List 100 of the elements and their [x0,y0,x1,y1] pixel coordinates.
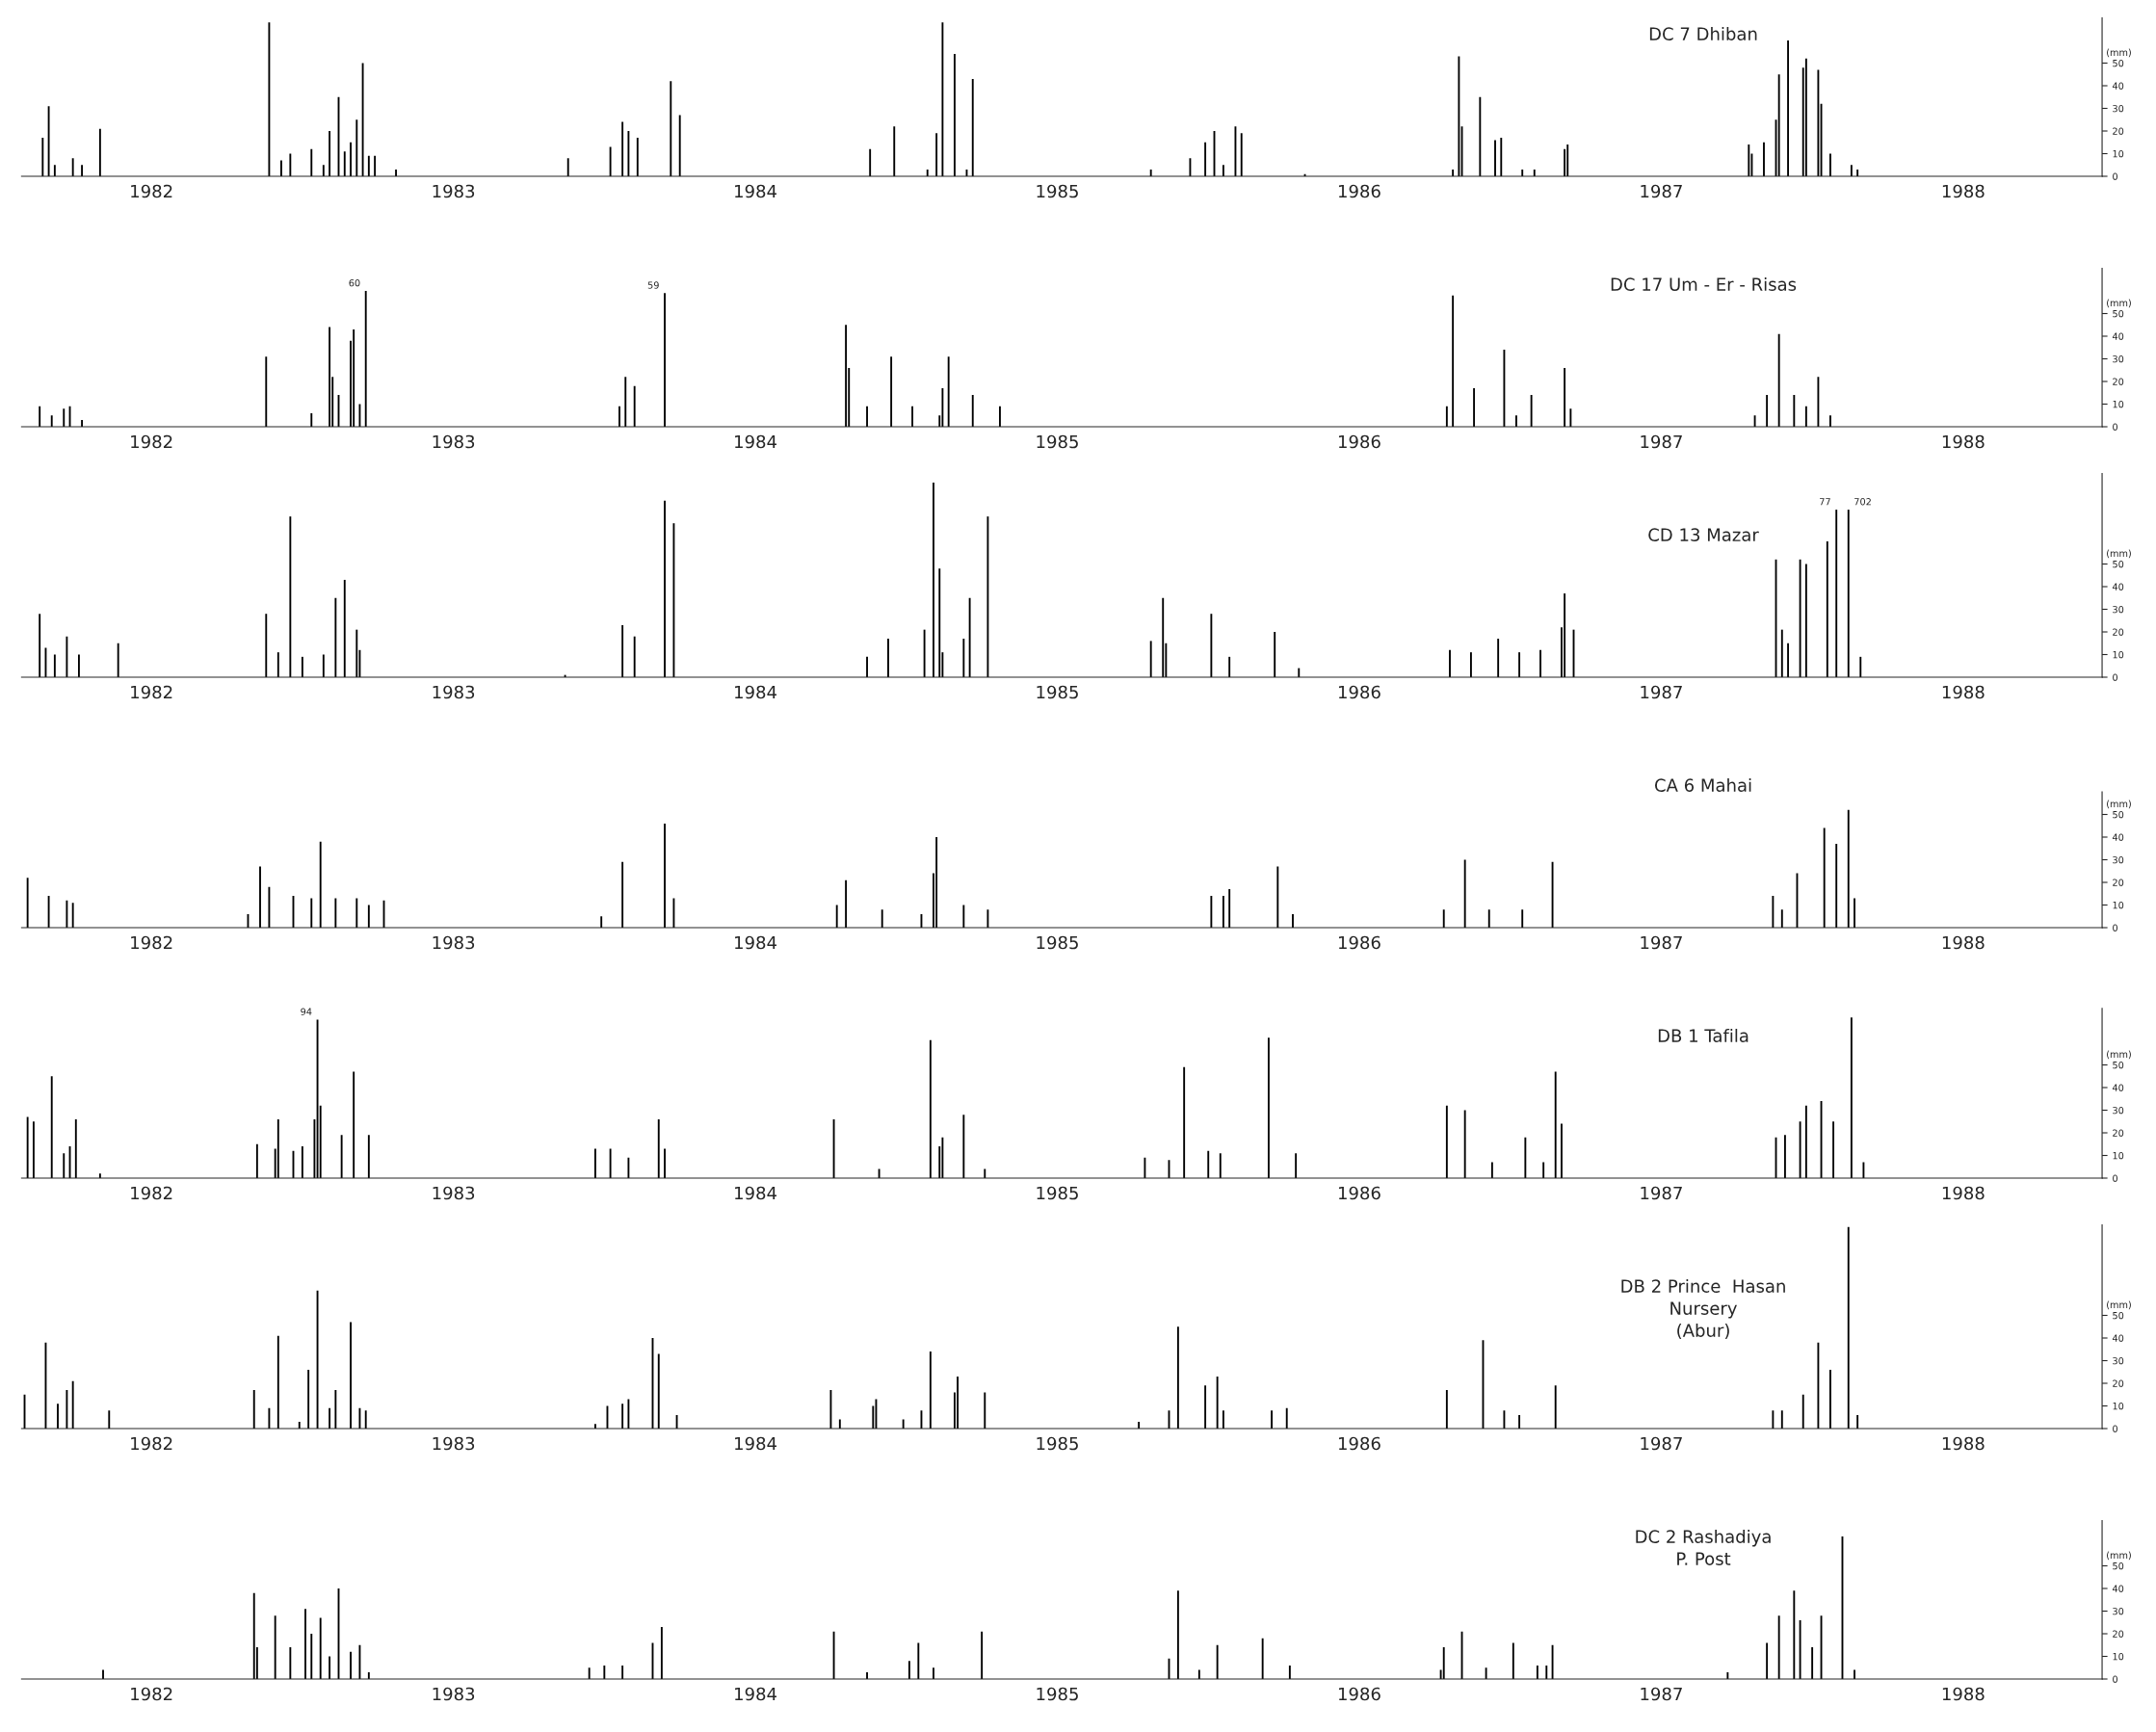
y-tick-label: 0 [2113,1174,2118,1182]
y-tick-label: 40 [2112,1585,2124,1592]
annotation: 702 [1854,498,1871,506]
text: DC 2 Rashadiya P. Post [1636,1530,1771,1565]
y-tick-label: 50 [2113,309,2124,318]
chart-title: CA 6 Mahai [1654,778,1751,792]
x-tick-label: 1987 [1641,1687,1682,1701]
y-tick-label: 0 [2113,172,2118,180]
y-tick-label: 10 [2113,1151,2124,1160]
x-tick-label: 1987 [1641,1436,1682,1451]
y-tick-label: 20 [2113,879,2124,886]
y-tick-label: 50 [2113,1061,2124,1069]
y-tick-label: 10 [2113,400,2124,408]
x-tick-label: 1988 [1942,935,1985,950]
text: DB 2 Prince Hasan Nursery (Abur) [1621,1279,1785,1340]
x-tick-label: 1987 [1641,434,1682,449]
y-tick-label: 30 [2113,1106,2124,1115]
y-tick-label: 10 [2113,1652,2124,1661]
x-tick-label: 1985 [1037,434,1078,449]
y-tick-label: 0 [2113,924,2118,932]
x-tick-label: 1987 [1641,184,1682,198]
x-tick-label: 1984 [735,1436,777,1451]
y-tick-label: 30 [2113,1356,2124,1365]
x-tick-label: 1985 [1037,1436,1078,1451]
x-tick-label: 1987 [1641,1186,1682,1200]
x-tick-label: 1988 [1942,1186,1985,1200]
x-tick-label: 1988 [1942,1687,1985,1701]
x-tick-label: 1988 [1942,184,1985,198]
x-tick-label: 1985 [1037,1687,1078,1701]
chart-title: DC 7 Dhiban [1649,27,1757,40]
y-tick-label: 0 [2113,423,2118,431]
y-tick-label: 10 [2113,901,2124,909]
y-tick-label: 30 [2113,354,2124,363]
x-tick-label: 1984 [735,935,777,950]
x-tick-label: 1983 [433,685,475,699]
x-tick-label: 1983 [433,935,475,950]
x-tick-label: 1985 [1037,1186,1078,1200]
y-axis-title: (mm) [2107,549,2131,559]
y-tick-label: 10 [2113,149,2124,158]
x-tick-label: 1983 [433,184,475,198]
y-axis-title: (mm) [2107,1300,2131,1310]
y-axis-title: (mm) [2107,800,2131,809]
x-tick-label: 1984 [735,1687,777,1701]
x-tick-label: 1987 [1641,935,1682,950]
y-tick-label: 50 [2113,1311,2124,1320]
x-tick-label: 1986 [1338,184,1380,198]
x-tick-label: 1987 [1641,685,1682,699]
y-tick-label: 30 [2113,104,2124,113]
x-tick-label: 1988 [1942,1436,1985,1451]
x-tick-label: 1985 [1037,935,1078,950]
y-tick-label: 20 [2113,1630,2124,1638]
x-tick-label: 1982 [131,935,172,950]
y-axis-title: (mm) [2107,48,2131,58]
annotation: 77 [1820,498,1830,506]
y-tick-label: 40 [2112,833,2124,841]
text: DB 1 Tafila [1658,1029,1748,1042]
x-tick-label: 1986 [1338,434,1380,449]
text: CD 13 Mazar [1648,528,1759,541]
x-tick-label: 1984 [735,685,777,699]
y-axis-title: (mm) [2107,1551,2131,1561]
x-tick-label: 1986 [1338,1436,1380,1451]
y-tick-label: 40 [2112,82,2124,90]
x-tick-label: 1982 [131,1687,172,1701]
x-tick-label: 1982 [131,184,172,198]
x-tick-label: 1982 [131,434,172,449]
x-tick-label: 1984 [735,184,777,198]
x-tick-label: 1986 [1338,685,1380,699]
y-tick-label: 40 [2112,1084,2124,1091]
y-tick-label: 20 [2113,1129,2124,1137]
x-tick-label: 1984 [735,434,777,449]
x-tick-label: 1983 [433,1436,475,1451]
x-tick-label: 1986 [1338,1687,1380,1701]
annotation: 94 [301,1008,312,1015]
y-axis-title: (mm) [2107,1050,2131,1060]
x-tick-label: 1988 [1942,434,1985,449]
y-tick-label: 20 [2113,628,2124,636]
y-tick-label: 10 [2113,650,2124,659]
y-tick-label: 0 [2113,1675,2118,1683]
x-tick-label: 1985 [1037,184,1078,198]
x-tick-label: 1983 [433,1687,475,1701]
y-tick-label: 0 [2113,673,2118,681]
x-tick-label: 1983 [433,1186,475,1200]
x-tick-label: 1986 [1338,1186,1380,1200]
y-tick-label: 30 [2113,605,2124,614]
x-tick-label: 1982 [131,1436,172,1451]
y-tick-label: 50 [2113,810,2124,819]
y-tick-label: 40 [2112,332,2124,340]
annotation: 59 [647,281,659,289]
x-tick-label: 1988 [1942,685,1985,699]
y-tick-label: 50 [2113,560,2124,568]
y-tick-label: 40 [2112,583,2124,590]
y-tick-label: 30 [2113,855,2124,864]
y-tick-label: 50 [2113,59,2124,67]
y-tick-label: 0 [2113,1425,2118,1432]
y-tick-label: 20 [2113,127,2124,135]
x-tick-label: 1982 [131,685,172,699]
chart-title: DC 17 Um - Er - Risas [1611,277,1797,291]
y-tick-label: 10 [2113,1402,2124,1410]
x-tick-label: 1986 [1338,935,1380,950]
annotation: 60 [349,278,360,287]
